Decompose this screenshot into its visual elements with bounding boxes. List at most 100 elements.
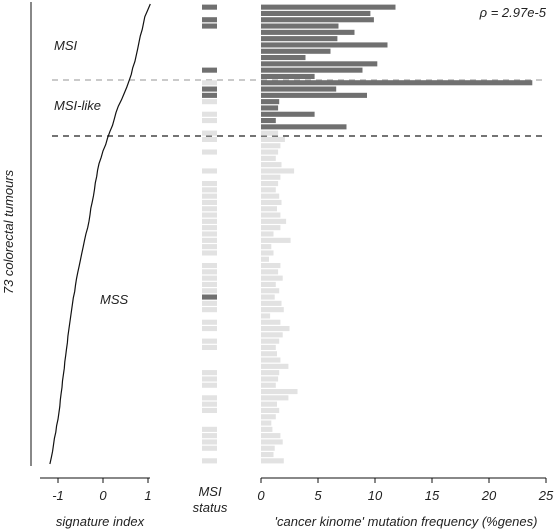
- msi-status-cell: [202, 168, 217, 174]
- mutation-bar: [261, 149, 279, 155]
- msi-status-cell: [202, 338, 217, 344]
- mutation-bar: [261, 281, 276, 287]
- msi-status-cell: [202, 263, 217, 269]
- mutation-bar: [261, 313, 271, 319]
- mutation-bar: [261, 382, 276, 388]
- mutation-bar: [261, 269, 279, 275]
- mutation-bar: [261, 111, 315, 117]
- msi-status-cell: [202, 4, 217, 10]
- msi-status-cell: [202, 439, 217, 445]
- mutation-bar: [261, 168, 295, 174]
- msi-status-cell: [202, 370, 217, 376]
- msi-status-cell: [202, 181, 217, 187]
- mutation-bar: [261, 162, 282, 168]
- msi-status-cell: [202, 281, 217, 287]
- mutation-bar: [261, 130, 279, 136]
- signature-index-line: [49, 3, 151, 465]
- mutation-tick-label-0: 0: [257, 488, 265, 503]
- mutation-bar: [261, 389, 298, 395]
- msi-status-cell: [202, 275, 217, 281]
- msi-status-cell: [202, 269, 217, 275]
- mutation-bar: [261, 86, 337, 92]
- mutation-bar: [261, 193, 280, 199]
- msi-status-cell: [202, 395, 217, 401]
- mutation-bar: [261, 73, 315, 79]
- msi-status-cell: [202, 193, 217, 199]
- msi-status-cell: [202, 458, 217, 464]
- mutation-bar: [261, 332, 283, 338]
- mutation-bar: [261, 407, 280, 413]
- mutation-bar: [261, 275, 283, 281]
- msi-status-cell: [202, 118, 217, 124]
- mutation-bar: [261, 4, 396, 10]
- mutation-bar: [261, 136, 285, 142]
- mutation-bar: [261, 326, 290, 332]
- msi-status-cell: [202, 86, 217, 92]
- mutation-bar: [261, 426, 273, 432]
- correlation-annotation: ρ = 2.97e-5: [479, 5, 547, 20]
- mutation-bar: [261, 231, 274, 237]
- msi-status-cell: [202, 23, 217, 29]
- mutation-bar: [261, 307, 284, 313]
- mutation-tick-label-2: 10: [368, 488, 383, 503]
- msi-status-cell: [202, 136, 217, 142]
- mutation-tick-label-1: 5: [314, 488, 322, 503]
- mutation-bar: [261, 244, 272, 250]
- msi-status-cell: [202, 382, 217, 388]
- msi-status-xlabel-1: MSI: [198, 484, 222, 499]
- mutation-bar: [261, 124, 347, 130]
- msi-status-cell: [202, 206, 217, 212]
- mutation-bar: [261, 67, 363, 73]
- mutation-bar: [261, 288, 280, 294]
- msi-status-cell: [202, 92, 217, 98]
- msi-status-cell: [202, 288, 217, 294]
- mutation-bar: [261, 48, 331, 54]
- msi-status-cell: [202, 244, 217, 250]
- mutation-bar: [261, 206, 277, 212]
- msi-status-xlabel-2: status: [193, 500, 228, 515]
- msi-status-cell: [202, 199, 217, 205]
- msi-status-cell: [202, 111, 217, 117]
- mutation-bar: [261, 376, 279, 382]
- mutation-bar: [261, 401, 277, 407]
- msi-status-cell: [202, 319, 217, 325]
- signature-tick-label-0: -1: [52, 488, 64, 503]
- msi-status-cell: [202, 99, 217, 105]
- msi-status-cell: [202, 326, 217, 332]
- mutation-bar: [261, 29, 355, 35]
- msi-status-cell: [202, 294, 217, 300]
- mutation-tick-label-5: 25: [538, 488, 554, 503]
- msi-status-cell: [202, 307, 217, 313]
- mutation-bar: [261, 199, 282, 205]
- mutation-bar: [261, 433, 281, 439]
- mutation-bar: [261, 105, 279, 111]
- msi-status-cell: [202, 231, 217, 237]
- mutation-bar: [261, 181, 279, 187]
- signature-tick-label-2: 1: [144, 488, 151, 503]
- msi-status-cell: [202, 344, 217, 350]
- msi-status-cell: [202, 237, 217, 243]
- mutation-bar: [261, 395, 289, 401]
- msi-status-cell: [202, 130, 217, 136]
- mutation-bar: [261, 250, 274, 256]
- mutation-bar: [261, 357, 281, 363]
- mutation-bar: [261, 42, 388, 48]
- msi-status-cell: [202, 17, 217, 23]
- mutation-bar: [261, 174, 281, 180]
- mutation-tick-label-4: 20: [481, 488, 497, 503]
- mutation-bar: [261, 263, 281, 269]
- msi-status-cell: [202, 300, 217, 306]
- mutation-bar: [261, 256, 269, 262]
- mutation-bar: [261, 143, 281, 149]
- mutation-bar: [261, 294, 275, 300]
- msi-status-cell: [202, 80, 217, 86]
- mutation-bar: [261, 218, 287, 224]
- msi-status-cell: [202, 187, 217, 193]
- group-label-mss: MSS: [100, 292, 129, 307]
- y-axis-label: 73 colorectal tumours: [1, 169, 16, 294]
- msi-status-cell: [202, 401, 217, 407]
- mutation-bar: [261, 10, 371, 16]
- msi-status-cell: [202, 212, 217, 218]
- msi-status-cell: [202, 426, 217, 432]
